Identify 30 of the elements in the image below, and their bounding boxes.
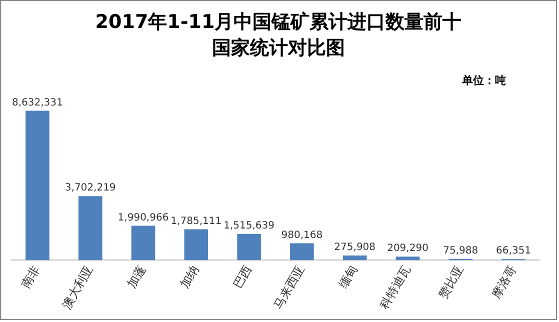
data-label: 66,351 [496,246,532,257]
bar [237,234,261,260]
x-tick-label: 加纳 [177,262,202,291]
data-label: 75,988 [443,246,478,257]
x-tick-label: 南非 [18,262,43,291]
data-label: 1,990,966 [118,212,169,224]
bar [396,256,420,260]
data-label: 275,908 [334,242,376,254]
x-tick-label: 赞比亚 [436,262,466,302]
x-tick-label: 马来西亚 [271,262,308,312]
bar [342,255,367,260]
bar [184,229,208,260]
data-label: 1,785,111 [170,216,222,227]
bar [290,243,314,260]
data-label: 8,632,331 [12,97,63,108]
bar [78,196,102,260]
data-label: 980,168 [281,230,323,241]
data-label: 1,515,639 [224,220,275,232]
bar [131,226,156,260]
text: 单位：吨 [462,73,506,88]
x-tick-label: 缅甸 [336,262,360,291]
bar [26,110,50,260]
x-tick-label: 巴西 [230,262,254,291]
x-tick-label: 澳大利亚 [60,262,96,312]
chart-title: 2017年1-11月中国锰矿累计进口数量前十国家统计对比图 [94,10,463,61]
x-tick-label: 科特迪瓦 [376,262,414,312]
x-tick-label: 加蓬 [124,262,149,291]
data-label: 3,702,219 [64,182,116,194]
data-label: 209,290 [387,243,428,254]
x-tick-label: 摩洛哥 [488,262,519,302]
